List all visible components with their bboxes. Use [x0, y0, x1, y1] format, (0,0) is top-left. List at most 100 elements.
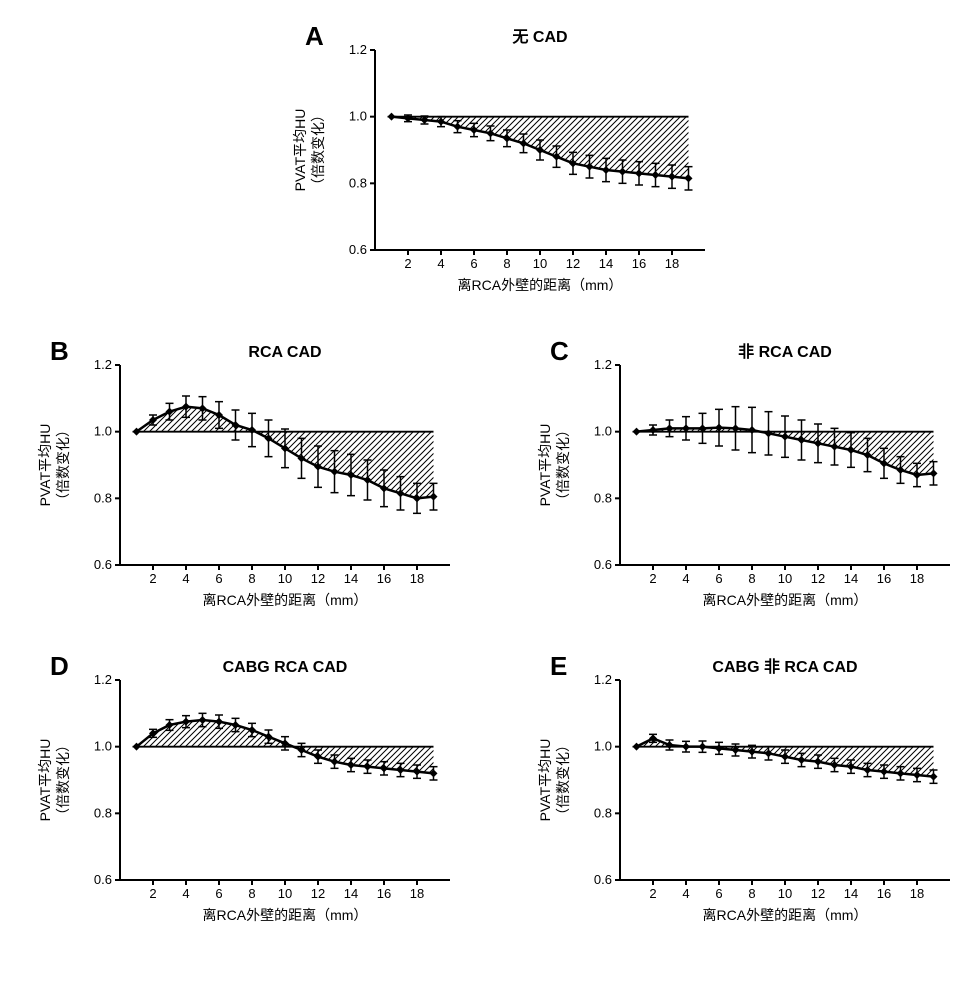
y-axis-label: PVAT平均HU [37, 739, 53, 822]
y-tick-label: 0.6 [349, 242, 367, 257]
x-tick-label: 10 [533, 256, 547, 271]
y-axis-label-2: （倍数变化） [55, 423, 71, 507]
x-tick-label: 2 [149, 571, 156, 586]
data-marker [715, 744, 723, 752]
x-tick-label: 8 [248, 886, 255, 901]
panel-A-wrap: A无 CAD0.60.81.01.224681012141618PVAT平均HU… [10, 10, 970, 315]
panel-B: B RCA CAD 0.6 0.8 1.0 1.2 2 4 6 8 10 12 14 16 18 PVAT平均… [10, 325, 480, 630]
y-tick-label: 1.0 [94, 424, 112, 439]
x-tick-label: 2 [649, 886, 656, 901]
x-tick-label: 8 [748, 886, 755, 901]
x-tick-label: 18 [410, 571, 424, 586]
y-tick-label: 1.0 [349, 109, 367, 124]
y-tick-label: 0.6 [594, 557, 612, 572]
x-tick-label: 8 [748, 571, 755, 586]
y-tick-label: 0.8 [94, 805, 112, 820]
chart-title: 非 RCA CAD [738, 342, 832, 361]
chart-title: RCA CAD [248, 344, 321, 361]
x-tick-label: 4 [437, 256, 444, 271]
panel-A: A无 CAD0.60.81.01.224681012141618PVAT平均HU… [265, 10, 725, 315]
y-tick-label: 0.6 [94, 872, 112, 887]
x-tick-label: 14 [599, 256, 613, 271]
y-tick-label: 0.6 [94, 557, 112, 572]
y-tick-label: 1.0 [594, 739, 612, 754]
data-marker [699, 743, 707, 751]
x-tick-label: 10 [278, 571, 292, 586]
data-marker [765, 429, 773, 437]
data-marker [633, 428, 641, 436]
panel-label: C [550, 336, 569, 366]
x-tick-label: 18 [410, 886, 424, 901]
panel-label: D [50, 651, 69, 681]
x-tick-label: 14 [344, 886, 358, 901]
x-tick-label: 12 [311, 571, 325, 586]
y-axis-label: PVAT平均HU [537, 424, 553, 507]
x-axis-label: 离RCA外壁的距离（mm） [203, 907, 368, 923]
panel-label: B [50, 336, 69, 366]
x-tick-label: 16 [877, 886, 891, 901]
x-axis-label: 离RCA外壁的距离（mm） [703, 907, 868, 923]
x-tick-label: 12 [811, 886, 825, 901]
x-tick-label: 6 [715, 886, 722, 901]
data-marker [388, 113, 396, 121]
x-tick-label: 16 [377, 886, 391, 901]
x-tick-label: 2 [149, 886, 156, 901]
x-axis-label: 离RCA外壁的距离（mm） [458, 277, 623, 293]
x-tick-label: 12 [311, 886, 325, 901]
x-tick-label: 4 [182, 886, 189, 901]
x-tick-label: 6 [215, 886, 222, 901]
x-tick-label: 8 [248, 571, 255, 586]
chart-title: CABG 非 RCA CAD [712, 657, 857, 676]
x-tick-label: 14 [344, 571, 358, 586]
y-axis-label-2: （倍数变化） [55, 738, 71, 822]
chart-title: 无 CAD [511, 28, 567, 46]
x-tick-label: 14 [844, 571, 858, 586]
y-tick-label: 1.2 [349, 42, 367, 57]
x-tick-label: 18 [910, 571, 924, 586]
y-tick-label: 0.8 [594, 490, 612, 505]
y-axis-label-2: （倍数变化） [310, 108, 326, 192]
x-tick-label: 4 [682, 886, 689, 901]
x-tick-label: 18 [910, 886, 924, 901]
y-tick-label: 0.8 [594, 805, 612, 820]
x-tick-label: 4 [682, 571, 689, 586]
y-axis-label-2: （倍数变化） [555, 738, 571, 822]
x-tick-label: 6 [470, 256, 477, 271]
y-axis-label-2: （倍数变化） [555, 423, 571, 507]
data-marker [682, 743, 690, 751]
y-axis-label: PVAT平均HU [537, 739, 553, 822]
x-tick-label: 8 [503, 256, 510, 271]
y-axis-label: PVAT平均HU [292, 109, 308, 192]
x-tick-label: 2 [649, 571, 656, 586]
x-tick-label: 6 [215, 571, 222, 586]
x-tick-label: 6 [715, 571, 722, 586]
data-marker [649, 426, 657, 434]
y-tick-label: 1.2 [94, 672, 112, 687]
x-tick-label: 12 [811, 571, 825, 586]
y-tick-label: 1.2 [94, 357, 112, 372]
y-axis-label: PVAT平均HU [37, 424, 53, 507]
y-tick-label: 0.8 [94, 490, 112, 505]
x-axis-label: 离RCA外壁的距离（mm） [203, 592, 368, 608]
x-tick-label: 10 [778, 886, 792, 901]
panel-label: E [550, 651, 567, 681]
x-tick-label: 18 [665, 256, 679, 271]
y-tick-label: 1.0 [594, 424, 612, 439]
panel-E: ECABG 非 RCA CAD0.60.81.01.22468101214161… [510, 640, 970, 945]
y-tick-label: 1.0 [94, 739, 112, 754]
x-tick-label: 12 [566, 256, 580, 271]
x-tick-label: 10 [778, 571, 792, 586]
x-tick-label: 10 [278, 886, 292, 901]
x-tick-label: 16 [377, 571, 391, 586]
x-tick-label: 16 [877, 571, 891, 586]
panel-D: DCABG RCA CAD0.60.81.01.224681012141618P… [10, 640, 480, 945]
data-marker [666, 741, 674, 749]
x-tick-label: 14 [844, 886, 858, 901]
x-tick-label: 16 [632, 256, 646, 271]
y-tick-label: 1.2 [594, 357, 612, 372]
y-tick-label: 1.2 [594, 672, 612, 687]
x-tick-label: 4 [182, 571, 189, 586]
x-tick-label: 2 [404, 256, 411, 271]
y-tick-label: 0.8 [349, 175, 367, 190]
figure-grid: A无 CAD0.60.81.01.224681012141618PVAT平均HU… [10, 10, 970, 945]
